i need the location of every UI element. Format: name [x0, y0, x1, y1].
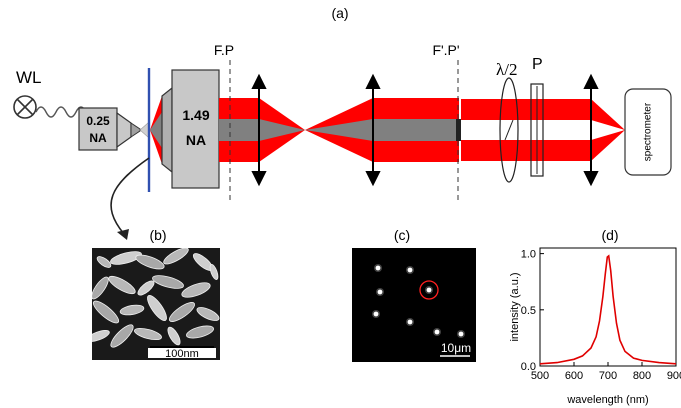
darkfield-scalebar-label: 10μm: [441, 341, 471, 355]
particle-glow: [376, 288, 384, 296]
lens-3: [583, 73, 599, 187]
beam-upper: [461, 99, 591, 120]
lens-1: [251, 73, 267, 187]
polarizer: [530, 83, 544, 177]
plot-frame: [539, 247, 677, 367]
nanoparticle-shape: [181, 282, 211, 298]
panel-label-c: (c): [394, 227, 410, 243]
spectrum-chart: 500 600 700 800 900 0.0 0.5 1.0 wavelength (nm)…: [509, 247, 681, 406]
nanoparticle-shape: [110, 251, 142, 265]
spectrometer-label: spectrometer: [643, 102, 654, 161]
y-tick-label: 0.5: [521, 305, 536, 317]
lens-2: [365, 73, 381, 187]
optical-fiber: [35, 106, 87, 118]
beam-block: [456, 119, 461, 141]
focal-plane-label: F.P: [214, 42, 234, 58]
nanoparticle-shape: [152, 275, 184, 289]
polarizer-label: P: [532, 56, 543, 73]
objective-low-na-value: 0.25: [86, 114, 110, 128]
panel-label-b: (b): [149, 227, 166, 243]
y-axis-label: intensity (a.u.): [509, 272, 521, 341]
particle-spot: [407, 319, 413, 325]
panel-label-d: (d): [601, 227, 618, 243]
particle-glow: [406, 266, 414, 274]
objective-low-na: [78, 107, 141, 151]
particle-glow: [406, 318, 414, 326]
beam-lower: [461, 140, 591, 161]
particle-glow: [372, 310, 380, 318]
particle-glow: [425, 286, 433, 294]
nanoparticle-shape: [134, 327, 162, 341]
selected-particle-marker: [419, 280, 439, 300]
nanoparticle-shape: [96, 256, 112, 268]
spectrometer-box: [624, 88, 672, 176]
particle-glow: [457, 330, 465, 338]
darkfield-image: 10μm: [352, 248, 476, 362]
nanoparticle-shape: [147, 294, 167, 322]
spectrum-line: [540, 254, 676, 365]
nanoparticle-shape: [92, 330, 110, 342]
sem-scalebar-label: 100nm: [165, 348, 199, 360]
illumination-cone: [139, 121, 150, 139]
nanoparticle-shape: [168, 302, 196, 322]
particle-spot: [377, 289, 383, 295]
nanoparticle-shape: [186, 325, 214, 339]
objective-high-na: [161, 69, 220, 189]
x-tick-label: 800: [633, 370, 651, 382]
particle-spot: [373, 311, 379, 317]
particle-glow: [374, 264, 382, 272]
y-tick-label: 1.0: [521, 249, 536, 261]
nanoparticle-shape: [137, 280, 155, 296]
conjugate-plane-label: F'.P': [432, 42, 459, 58]
nanoparticle-shape: [167, 326, 181, 346]
half-wave-plate-label: λ/2: [496, 60, 517, 79]
nanoparticle-shape: [163, 248, 189, 265]
nanoparticle-shape: [92, 300, 120, 324]
nanoparticle-shape: [196, 307, 220, 321]
lamp-icon: [13, 95, 37, 119]
x-tick-label: 700: [599, 370, 617, 382]
particle-spot: [375, 265, 381, 271]
nanoparticle-shape: [108, 275, 136, 295]
half-wave-plate: [499, 77, 519, 183]
objective-high-na-value: 1.49: [182, 107, 209, 123]
beam-to-spectrometer: [591, 99, 625, 130]
x-tick-label: 900: [667, 370, 681, 382]
nanoparticle-shape: [110, 324, 134, 348]
objective-low-na-text: NA: [89, 131, 107, 145]
x-tick-label: 500: [531, 370, 549, 382]
nanoparticle-shape: [119, 304, 145, 316]
x-tick-label: 600: [565, 370, 583, 382]
nanoparticle-shape: [135, 254, 165, 270]
objective-high-na-text: NA: [186, 132, 206, 148]
sample-to-sem-arrow: [110, 157, 150, 235]
particle-spot: [426, 287, 432, 293]
particle-spot: [458, 331, 464, 337]
optical-setup: WL 0.25 NA 1.49 NA: [13, 42, 672, 240]
sem-image: 100nm: [92, 248, 220, 360]
nanoparticle-shape: [92, 276, 109, 300]
particle-spot: [407, 267, 413, 273]
y-tick-label: 0.0: [521, 361, 536, 373]
panel-label-a: (a): [331, 5, 348, 21]
x-axis-label: wavelength (nm): [566, 394, 648, 406]
particle-spot: [434, 329, 440, 335]
source-label: WL: [16, 68, 42, 87]
particle-glow: [433, 328, 441, 336]
nanoparticle-shape: [209, 264, 219, 280]
